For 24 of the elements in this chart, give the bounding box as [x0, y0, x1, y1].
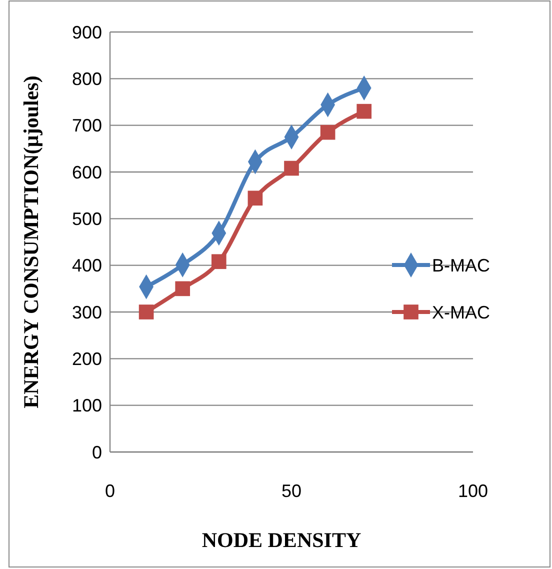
y-tick-label: 900 [72, 22, 102, 42]
y-tick-label: 200 [72, 348, 102, 369]
y-tick-label: 400 [72, 256, 102, 276]
y-tick-label: 0 [92, 442, 102, 462]
point [248, 190, 263, 206]
x-tick-label: 50 [281, 481, 302, 501]
point [175, 281, 190, 296]
point [284, 160, 299, 176]
y-tick-label: 700 [72, 116, 102, 136]
point [138, 304, 154, 320]
x-tick-label: 100 [458, 481, 488, 501]
legend-label: B-MAC [432, 255, 490, 276]
y-tick-label: 500 [72, 208, 102, 229]
y-tick-label: 300 [72, 302, 102, 322]
legend-label: X-MAC [432, 302, 490, 322]
y-tick-label: 100 [72, 396, 102, 416]
y-axis-title: ENERGY CONSUMPTION(µjoules) [19, 76, 43, 408]
point [211, 254, 226, 270]
point [356, 104, 372, 119]
x-axis-title: NODE DENSITY [202, 528, 362, 552]
y-tick-label: 600 [72, 162, 102, 182]
point [320, 124, 336, 140]
x-tick-label: 0 [104, 481, 116, 501]
y-tick-label: 800 [72, 68, 102, 89]
